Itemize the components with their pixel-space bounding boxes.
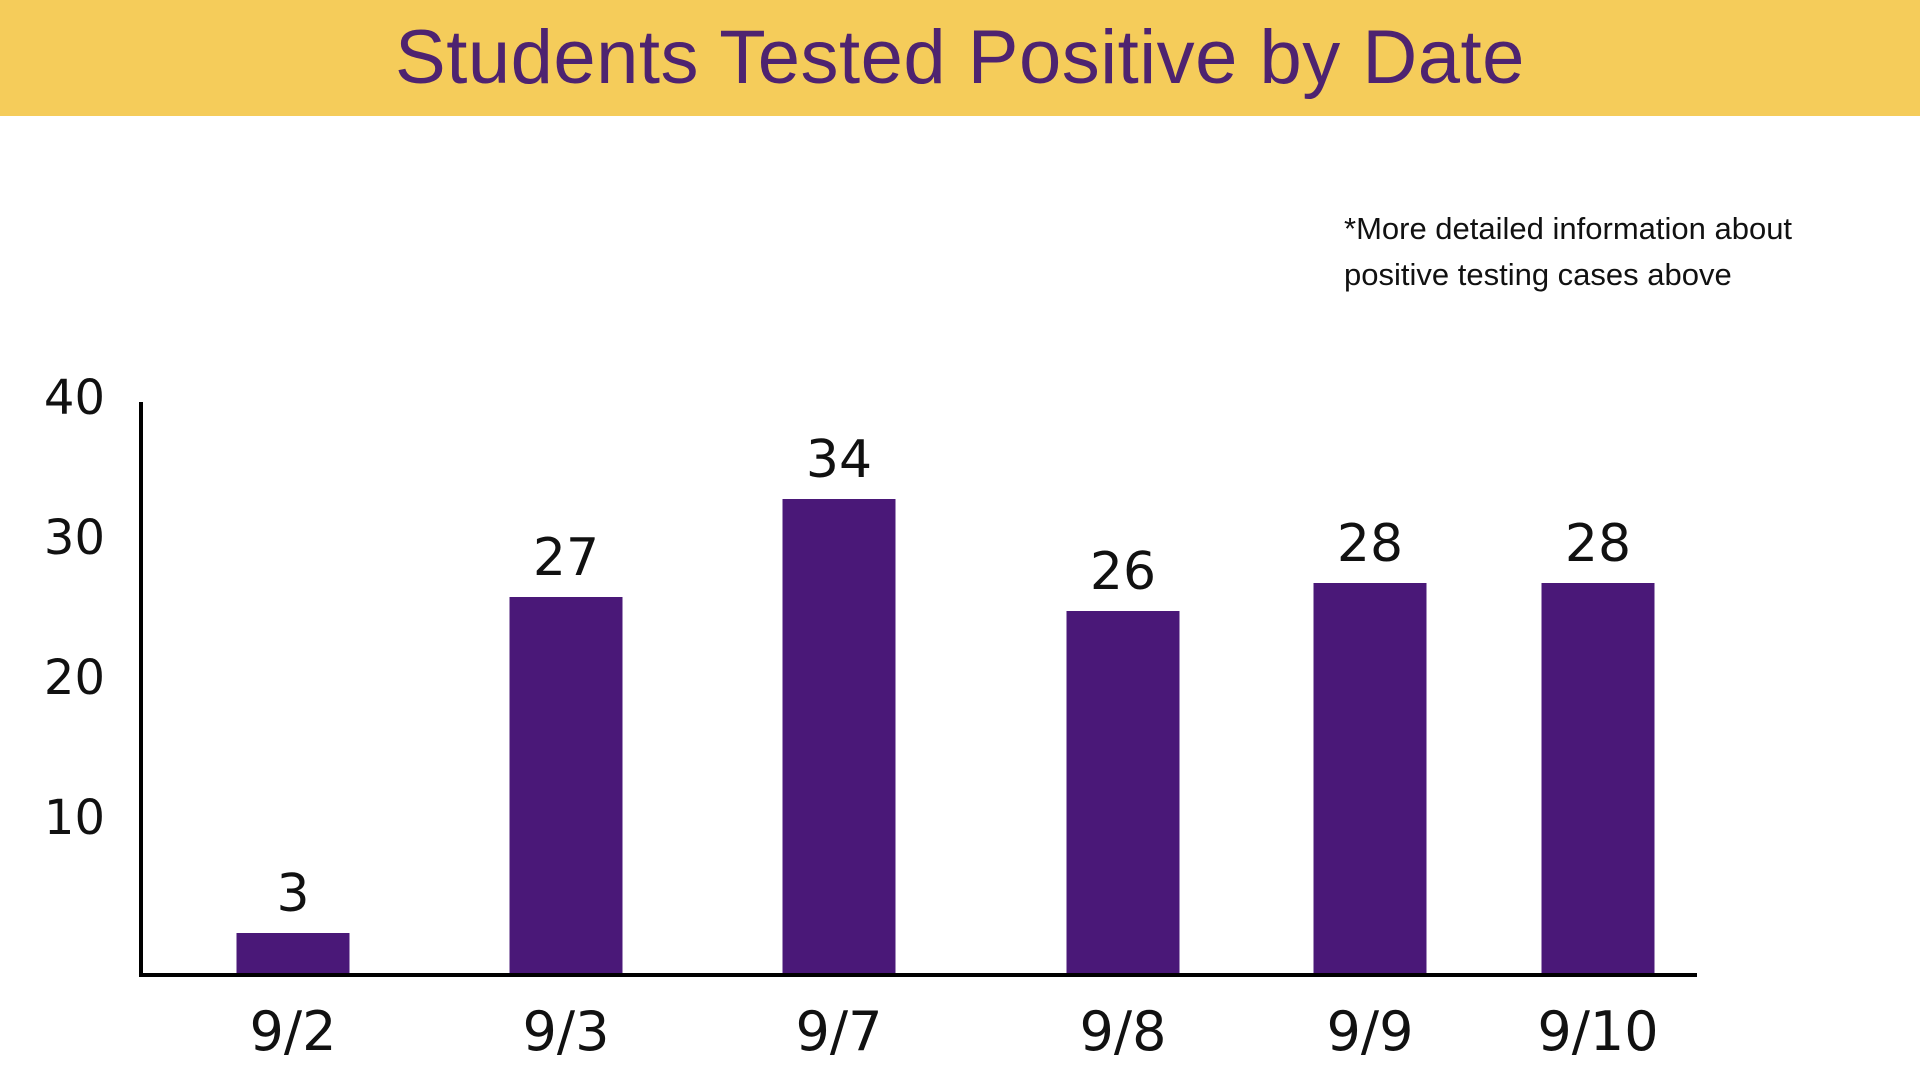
x-tick-label-9-2: 9/2 — [250, 1000, 337, 1063]
bars-layer — [236, 499, 1655, 975]
data-label-9-3: 27 — [533, 528, 599, 588]
bar-9-10 — [1541, 583, 1655, 975]
data-label-9-10: 28 — [1565, 514, 1631, 574]
x-tick-label-9-9: 9/9 — [1327, 1000, 1414, 1063]
x-tick-label-9-10: 9/10 — [1537, 1000, 1658, 1063]
x-tick-label-9-7: 9/7 — [796, 1000, 883, 1063]
bar-9-8 — [1066, 611, 1180, 975]
bar-9-7 — [782, 499, 896, 975]
x-tick-labels-layer: 9/2 9/3 9/7 9/8 9/9 9/10 — [250, 1000, 1659, 1063]
y-tick-label-10: 10 — [44, 790, 105, 846]
x-tick-label-9-8: 9/8 — [1080, 1000, 1167, 1063]
data-label-9-2: 3 — [276, 864, 309, 924]
y-tick-label-20: 20 — [44, 650, 105, 706]
footnote-line-2: positive testing cases above — [1344, 257, 1732, 292]
x-tick-label-9-3: 9/3 — [523, 1000, 610, 1063]
y-tick-label-30: 30 — [44, 510, 105, 566]
data-label-9-7: 34 — [806, 430, 872, 490]
data-label-9-8: 26 — [1090, 542, 1156, 602]
bar-9-9 — [1313, 583, 1427, 975]
y-tick-labels-layer: 10 20 30 40 — [44, 370, 105, 846]
title-banner: Students Tested Positive by Date — [0, 0, 1920, 116]
bar-9-3 — [509, 597, 623, 975]
footnote-line-1: *More detailed information about — [1344, 211, 1793, 246]
data-label-9-9: 28 — [1337, 514, 1403, 574]
chart-title: Students Tested Positive by Date — [395, 15, 1525, 100]
y-tick-label-40: 40 — [44, 370, 105, 426]
data-labels-layer: 3 27 34 26 28 28 — [276, 430, 1631, 924]
bar-9-2 — [236, 933, 350, 975]
footnote: *More detailed information about positiv… — [1344, 206, 1884, 298]
axes-layer — [139, 402, 1697, 977]
